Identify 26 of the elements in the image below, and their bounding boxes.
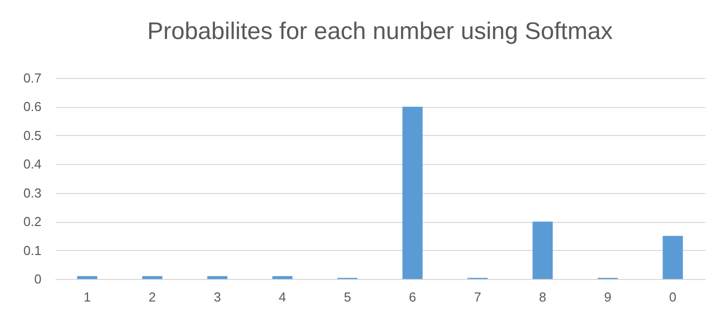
chart-title: Probabilites for each number using Softmax: [147, 18, 613, 45]
bar: [402, 106, 423, 279]
x-tick-label: 4: [278, 290, 286, 304]
x-tick-label: 2: [148, 290, 156, 304]
x-tick-label: 9: [604, 290, 612, 304]
x-tick-label: 5: [344, 290, 352, 304]
x-tick-label: 0: [669, 290, 676, 304]
y-tick-label: 0: [34, 272, 42, 286]
y-tick-label: 0.7: [23, 70, 42, 86]
x-tick-label: 7: [474, 290, 482, 304]
bar: [77, 276, 98, 279]
x-tick-label: 3: [214, 290, 221, 304]
bar: [207, 276, 228, 279]
bar: [272, 276, 292, 279]
y-tick-label: 0.2: [23, 214, 42, 230]
x-tick-label: 6: [408, 290, 416, 304]
y-tick-label: 0.1: [23, 242, 42, 258]
y-tick-label: 0.5: [23, 128, 42, 143]
x-tick-label: 1: [84, 290, 91, 304]
y-tick-label: 0.4: [23, 156, 42, 172]
y-tick-label: 0.6: [23, 99, 42, 114]
x-tick-label: 8: [539, 290, 546, 304]
bar: [662, 236, 683, 279]
bar: [142, 276, 162, 279]
y-tick-label: 0.3: [23, 185, 42, 200]
bar: [532, 222, 553, 279]
